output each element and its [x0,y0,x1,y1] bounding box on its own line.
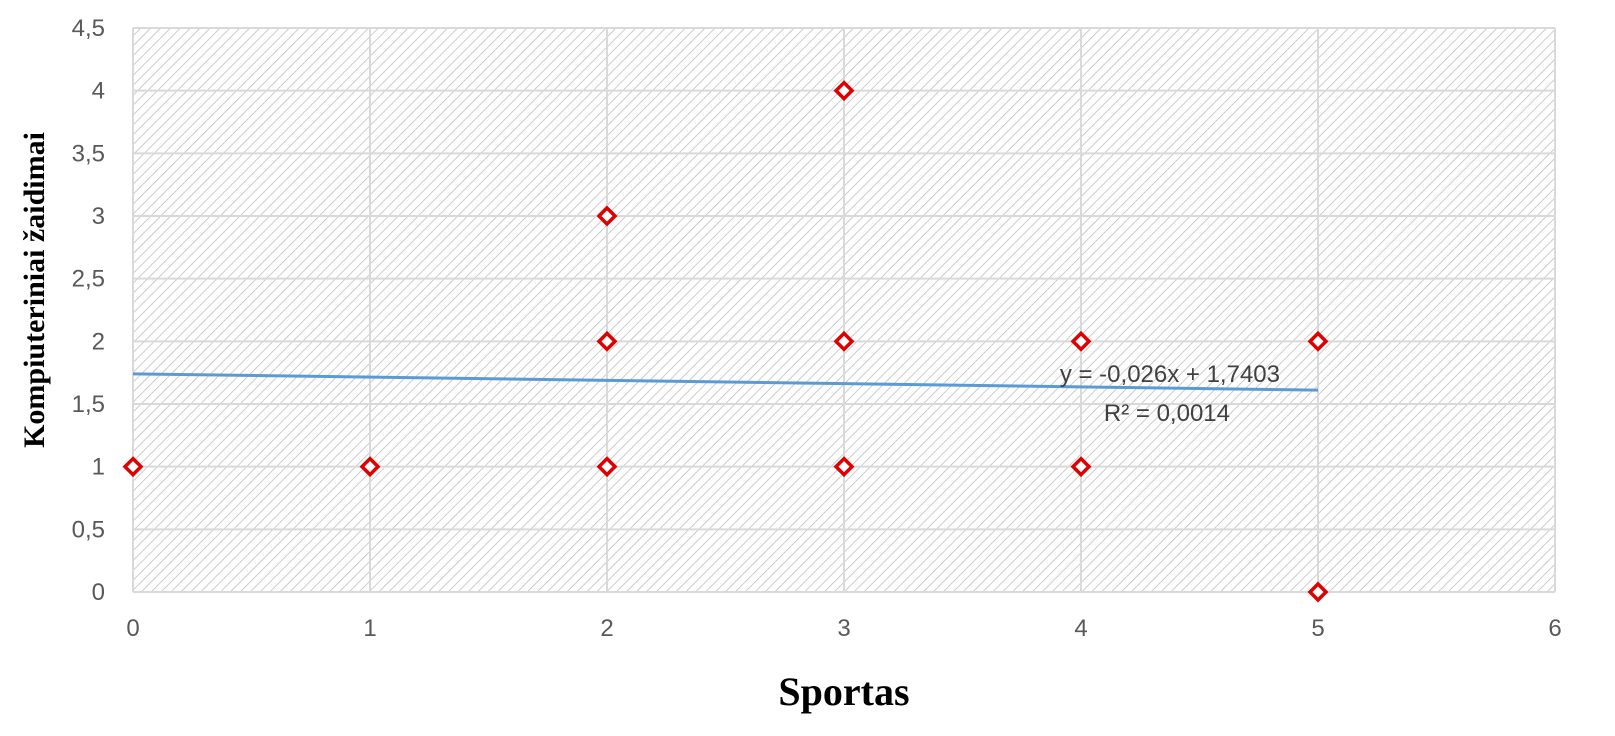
y-tick-label: 2,5 [72,266,105,293]
y-tick-label: 4,5 [72,15,105,42]
data-point [1307,330,1329,352]
x-tick-label: 3 [837,615,850,642]
trendline-r-squared: R² = 0,0014 [1104,400,1230,427]
data-point [1307,581,1329,603]
y-tick-label: 3,5 [72,140,105,167]
y-tick-label: 0 [92,579,105,606]
data-point [1070,330,1092,352]
data-point [596,456,618,478]
data-point [359,456,381,478]
data-point [1070,456,1092,478]
data-point [596,205,618,227]
data-point [833,456,855,478]
x-tick-label: 4 [1074,615,1087,642]
x-tick-label: 2 [600,615,613,642]
y-tick-label: 2 [92,328,105,355]
x-tick-label: 0 [126,615,139,642]
data-points [122,80,1329,603]
x-tick-label: 5 [1311,615,1324,642]
trendline-group [132,372,1319,392]
data-point [833,330,855,352]
y-tick-label: 3 [92,203,105,230]
data-point [833,80,855,102]
x-tick-label: 6 [1548,615,1561,642]
data-point [596,330,618,352]
x-axis-title: Sportas [778,669,909,714]
y-tick-label: 1 [92,454,105,481]
x-tick-label: 1 [363,615,376,642]
y-tick-label: 0,5 [72,516,105,543]
data-point [122,456,144,478]
trendline [132,372,1319,392]
tick-labels: 0 0,5 1 1,5 2 2,5 3 3,5 4 4,5 0 1 2 3 4 5 6 [72,15,1562,642]
y-tick-label: 4 [92,78,105,105]
y-axis-title: Kompiuteriniai žaidimai [18,132,51,448]
y-tick-label: 1,5 [72,391,105,418]
trendline-equation: y = -0,026x + 1,7403 [1060,361,1280,388]
